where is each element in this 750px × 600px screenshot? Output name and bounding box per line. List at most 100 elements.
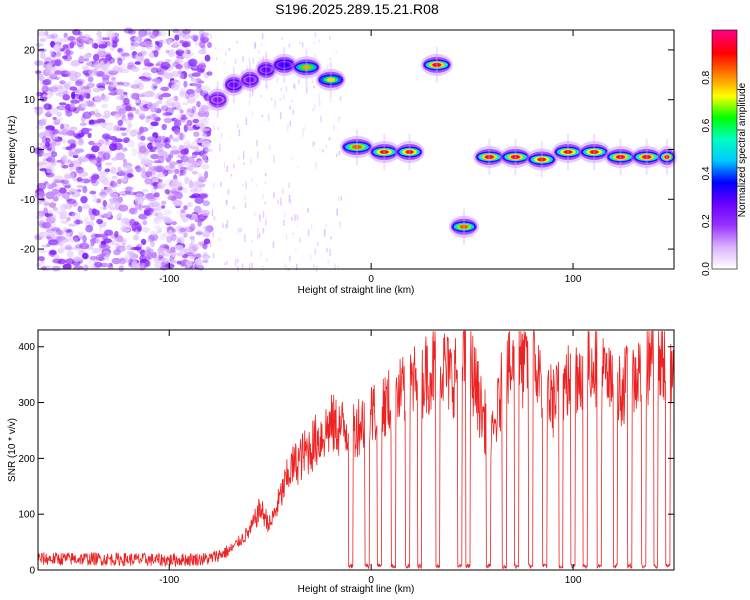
spectrogram-streak-cell	[336, 153, 338, 157]
spectrogram-noise-cell	[85, 62, 93, 67]
spectrogram-noise-cell	[83, 86, 90, 90]
spectrogram-noise-cell	[126, 139, 135, 148]
spectrogram-noise-cell	[179, 169, 186, 176]
colorbar-tick-label: 0.6	[701, 118, 712, 132]
spectrogram-noise-cell	[179, 132, 184, 141]
spectrogram-noise-cell	[190, 188, 198, 193]
spectrogram-noise-cell	[195, 139, 205, 143]
spectrogram-noise-cell	[164, 189, 170, 195]
spectrogram-noise-cell	[38, 73, 44, 82]
spectrogram-noise-cell	[125, 118, 132, 125]
spectrogram-noise-cell	[190, 77, 196, 82]
spectrogram-noise-cell	[109, 200, 120, 205]
spectrogram-signal-cell	[432, 62, 442, 67]
colorbar-step	[712, 99, 737, 103]
spectrogram-streak-cell	[238, 129, 241, 137]
spectrogram-noise-cell	[135, 165, 142, 173]
spectrogram-streak-cell	[237, 259, 239, 263]
spectrogram-noise-cell	[72, 159, 80, 165]
spectrogram-noise-cell	[164, 72, 174, 80]
spectrogram-streak-cell	[329, 249, 331, 257]
spectrogram-noise-cell	[114, 111, 121, 115]
spectrogram-signal-cell	[247, 77, 253, 82]
spectrogram-noise-cell	[138, 29, 148, 37]
spectrogram-noise-cell	[155, 142, 161, 148]
spectrogram-noise-cell	[56, 51, 62, 57]
spectrogram-streak-cell	[258, 57, 261, 61]
spectrogram-streak-cell	[319, 100, 321, 107]
spectrogram-signal-cell	[231, 82, 237, 87]
spectrogram-streak-cell	[261, 114, 264, 118]
spectrogram-noise-cell	[37, 212, 43, 217]
spectrogram-streak-cell	[262, 194, 264, 200]
spectrogram-noise-cell	[99, 122, 105, 127]
spectrogram-noise-cell	[79, 91, 86, 96]
spectrogram-noise-cell	[166, 249, 176, 254]
spectrogram-noise-cell	[191, 152, 198, 159]
spectrogram-noise-cell	[191, 182, 201, 189]
spectrogram-streak-cell	[228, 48, 231, 52]
spectrogram-noise-cell	[41, 152, 52, 157]
spectrogram-noise-cell	[90, 176, 97, 184]
colorbar-step	[712, 123, 737, 127]
spectrogram-noise-cell	[43, 115, 49, 122]
spectrogram-noise-cell	[198, 49, 207, 55]
spectrogram-streak-cell	[303, 126, 305, 130]
spectrogram-noise-cell	[186, 144, 192, 148]
colorbar-step	[712, 169, 737, 173]
spectrogram-noise-cell	[121, 217, 130, 224]
colorbar-step	[712, 255, 737, 258]
colorbar-tick-label: 0.0	[701, 262, 712, 276]
spectrogram-noise-cell	[186, 126, 195, 131]
spectrogram-noise-cell	[134, 196, 144, 205]
spectrogram-noise-cell	[80, 196, 88, 204]
spectrogram-noise-cell	[70, 172, 75, 180]
spectrogram-noise-cell	[145, 171, 153, 178]
spectrogram-noise-cell	[176, 104, 182, 111]
spectrogram-noise-cell	[115, 152, 126, 161]
spectrogram-noise-cell	[179, 87, 187, 94]
spectrogram-noise-cell	[172, 137, 180, 142]
colorbar-ticks: 0.0 0.2 0.4 0.6 0.8	[701, 70, 712, 276]
spectrogram-signal-cell	[459, 224, 469, 229]
spectrogram-noise-cell	[98, 191, 108, 197]
spectrogram-streak-cell	[260, 43, 263, 46]
spectrogram-noise-cell	[147, 197, 157, 202]
spectrogram-noise-cell	[108, 92, 118, 96]
spectrogram-noise-cell	[113, 249, 121, 256]
spectrogram-noise-cell	[117, 166, 122, 173]
spectrogram-noise-cell	[126, 173, 134, 178]
colorbar-step	[712, 31, 737, 35]
spectrogram-streak-cell	[338, 151, 341, 156]
spectrogram-noise-cell	[139, 126, 144, 134]
spectrogram-noise-cell	[61, 73, 69, 78]
spectrogram-noise-cell	[147, 31, 157, 36]
spectrogram-streak-cell	[314, 53, 316, 62]
spectrogram-noise-cell	[69, 102, 75, 111]
spectrogram-noise-cell	[183, 124, 188, 133]
spectrogram-noise-cell	[130, 45, 136, 51]
spectrogram-streak-cell	[245, 181, 247, 190]
colorbar-frame	[711, 29, 738, 270]
spectrogram-noise-cell	[160, 61, 171, 70]
spectrogram-noise-cell	[65, 258, 75, 265]
spectrogram-noise-cell	[84, 40, 90, 45]
spectrogram-noise-cell	[76, 177, 83, 182]
spectrogram-noise-cell	[51, 188, 59, 195]
spectrogram-noise-cell	[180, 116, 188, 120]
spectrogram-noise-cell	[138, 109, 146, 117]
colorbar-step	[712, 233, 737, 236]
y-tick-label: -10	[21, 195, 36, 206]
spectrogram-noise-cell	[105, 125, 113, 131]
spectrogram-streak-cell	[265, 219, 267, 226]
colorbar-step	[712, 81, 737, 85]
spectrogram-noise-cell	[123, 137, 130, 144]
spectrogram-noise-cell	[172, 199, 183, 207]
spectrogram-streak-cell	[337, 265, 339, 270]
spectrogram-streak-cell	[329, 36, 331, 40]
colorbar-step	[712, 87, 737, 91]
spectrogram-noise-cell	[197, 115, 207, 123]
spectrogram-streak-cell	[339, 96, 342, 101]
spectrogram-noise-cell	[59, 80, 66, 85]
